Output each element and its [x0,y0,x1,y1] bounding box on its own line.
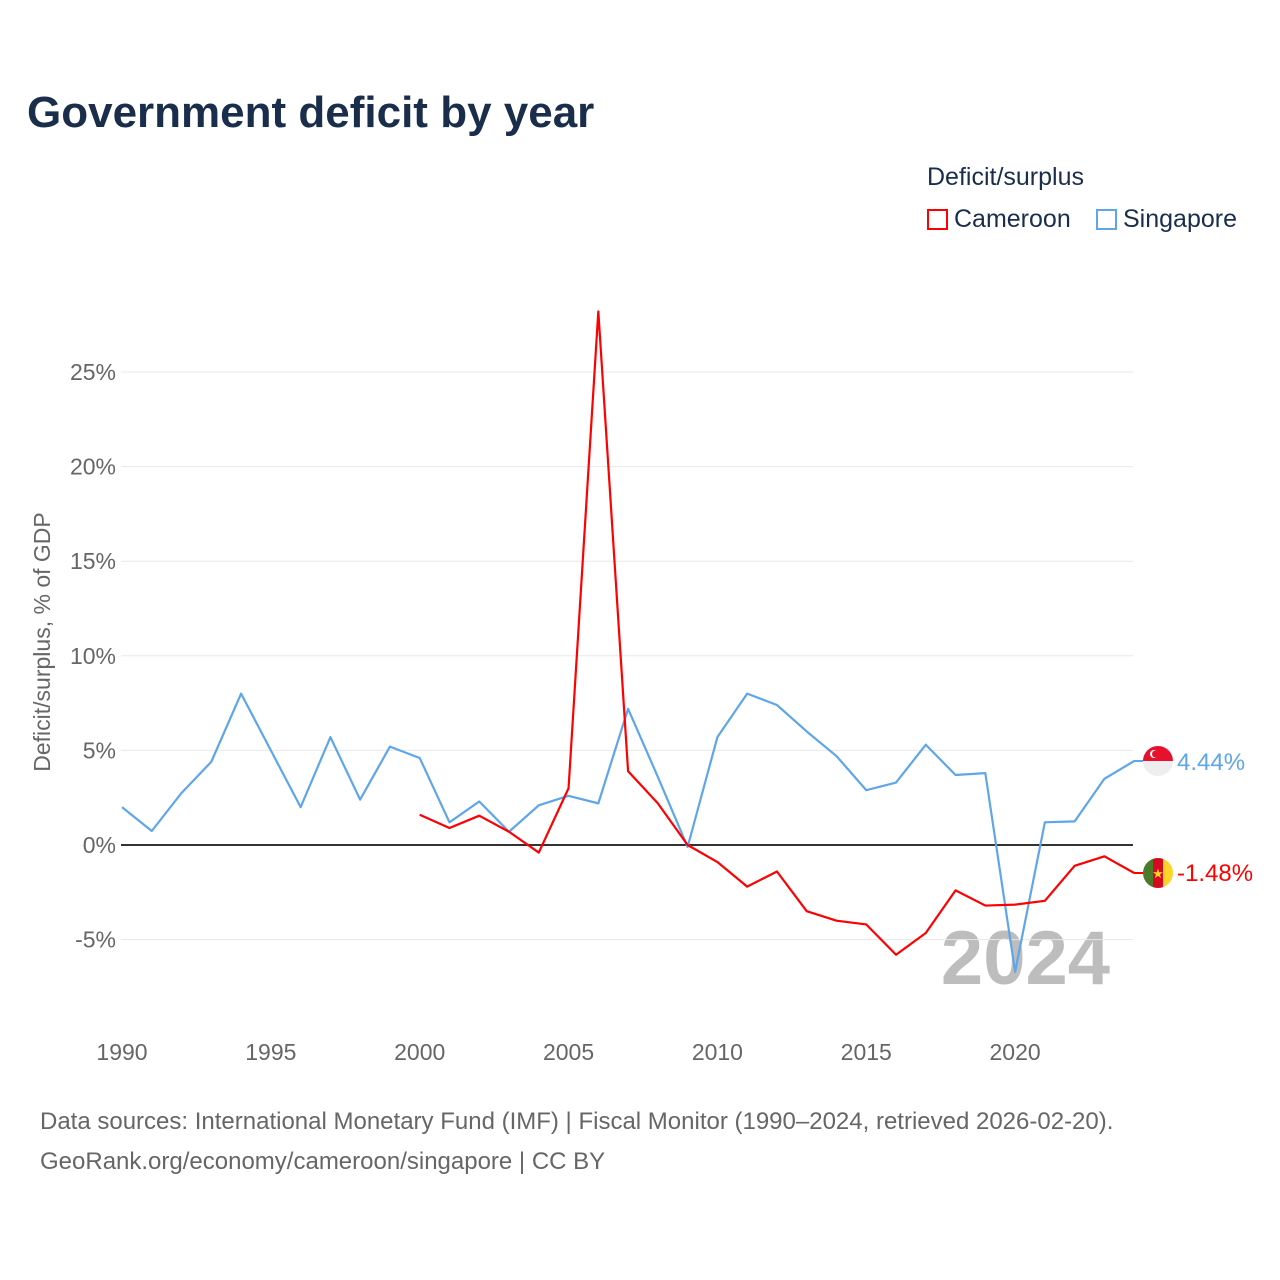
y-tick-label: 25% [70,359,116,385]
legend-title: Deficit/surplus [927,163,1084,191]
footer-link[interactable]: GeoRank.org/economy/cameroon/singapore |… [40,1148,606,1175]
chart-title: Government deficit by year [27,88,595,137]
legend-label: Cameroon [954,205,1071,233]
cameroon-end-label: -1.48% [1177,860,1253,887]
x-tick-label: 2020 [990,1039,1041,1065]
y-tick-label: 20% [70,454,116,480]
y-tick-label: 10% [70,643,116,669]
footer-sources: Data sources: International Monetary Fun… [40,1108,1114,1135]
legend-label: Singapore [1123,205,1237,233]
x-tick-label: 1990 [96,1039,147,1065]
cameroon-flag-icon [1143,858,1173,889]
y-axis-label: Deficit/surplus, % of GDP [29,512,55,771]
y-tick-label: 15% [70,548,116,574]
singapore-end-label: 4.44% [1177,749,1245,776]
singapore-flag-icon [1143,745,1173,776]
y-tick-label: 5% [83,737,116,763]
legend-item-singapore[interactable]: Singapore [1096,205,1237,234]
legend-item-cameroon[interactable]: Cameroon [927,205,1071,234]
svg-text:★: ★ [1152,866,1164,881]
x-tick-label: 2005 [543,1039,594,1065]
series-line-singapore [121,692,1135,973]
x-tick-label: 1995 [245,1039,296,1065]
legend-swatch [927,209,948,230]
legend-swatch [1096,209,1117,230]
y-tick-label: 0% [83,832,116,858]
x-tick-label: 2000 [394,1039,445,1065]
x-tick-label: 2015 [841,1039,892,1065]
year-watermark: 2024 [941,916,1110,1001]
x-tick-label: 2010 [692,1039,743,1065]
series-line-cameroon [419,310,1135,956]
y-tick-label: -5% [75,927,116,953]
